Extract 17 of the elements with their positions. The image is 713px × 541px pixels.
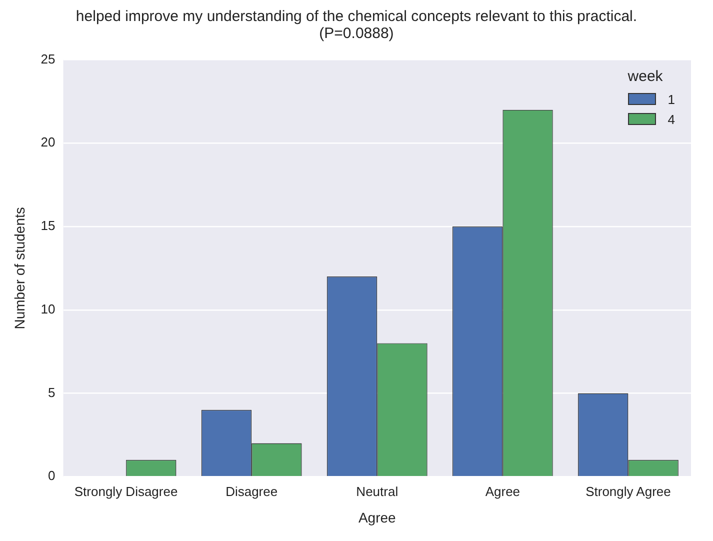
chart-title: helped improve my understanding of the chemical concepts relevant to this practical. (P=0.0888) xyxy=(74,8,638,44)
x-tick-label: Agree xyxy=(485,484,520,499)
legend-label: 1 xyxy=(668,92,675,106)
y-tick-label: 0 xyxy=(48,468,56,484)
legend-label: 4 xyxy=(668,112,675,126)
y-tick-label: 10 xyxy=(40,301,56,316)
y-tick-label: 25 xyxy=(40,51,56,66)
x-tick-label: Neutral xyxy=(356,484,398,499)
y-tick-label: 5 xyxy=(48,384,56,400)
legend-title: week xyxy=(628,68,664,85)
x-tick-label: Disagree xyxy=(226,484,278,499)
y-tick-label: 20 xyxy=(40,134,56,150)
x-axis-title: Agree xyxy=(358,509,396,526)
y-axis-title: Number of students xyxy=(11,207,28,330)
x-tick-label: Strongly Disagree xyxy=(74,484,178,499)
x-tick-label: Strongly Agree xyxy=(586,484,671,499)
y-tick-label: 15 xyxy=(40,218,56,234)
